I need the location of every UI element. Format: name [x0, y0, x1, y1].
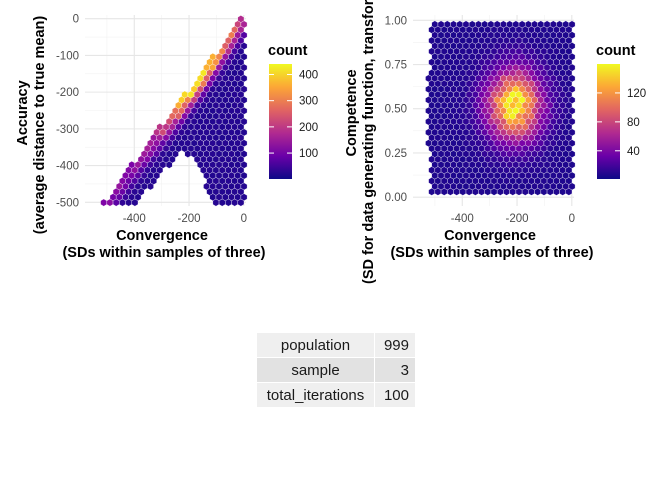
legend-tick-label: 100	[299, 148, 318, 160]
hexbin-cell	[534, 187, 542, 196]
legend-tick-label: 200	[299, 122, 318, 134]
hexbin-cell	[478, 187, 485, 196]
legend-tick-label: 120	[627, 88, 646, 100]
hexbin-cell	[472, 187, 479, 196]
hexbin-cell	[497, 187, 504, 196]
hexbin-cell	[434, 187, 442, 196]
hexbin-cell	[484, 187, 492, 196]
competence-x-title-line1: Convergence	[444, 228, 536, 244]
accuracy-legend-colorbar	[269, 64, 292, 179]
hexbin-cell	[440, 187, 448, 196]
y-tick-label: 0	[73, 14, 79, 26]
y-tick-label: 0.25	[385, 148, 407, 160]
hexbin-cell	[147, 182, 154, 191]
accuracy-x-tick-labels: -400 -200 0	[123, 213, 247, 225]
hexbin-cell	[453, 187, 460, 196]
hexbin-cell	[447, 187, 454, 196]
accuracy-plot: 0 -100 -200 -300 -400 -500 -400 -200 0 Converge…	[15, 14, 318, 261]
table-cell-name: sample	[256, 357, 375, 383]
hexbin-cell	[503, 187, 510, 196]
accuracy-x-title-line1: Convergence	[116, 228, 208, 244]
competence-y-tick-labels: 0.00 0.25 0.50 0.75 1.00	[385, 15, 407, 204]
table-cell-name: population	[256, 332, 375, 358]
competence-y-title-line2: (SD for data generating function, transf…	[361, 0, 377, 284]
hexbin-cell	[515, 187, 523, 196]
hexbin-cell	[559, 187, 566, 196]
hexbin-cell	[125, 198, 132, 207]
x-tick-label: -400	[123, 213, 146, 225]
competence-legend: count 40 80 120	[596, 43, 646, 179]
accuracy-y-title-line2: (average distance to true mean)	[32, 16, 48, 235]
table-row: population 999	[256, 332, 416, 358]
table-cell-value: 999	[374, 332, 416, 358]
y-tick-label: 1.00	[385, 15, 407, 27]
competence-legend-title: count	[596, 43, 636, 59]
accuracy-legend-title: count	[268, 43, 308, 59]
hexbin-cell	[528, 187, 535, 196]
hexbin-cell	[509, 187, 517, 196]
hexbin-cell	[553, 187, 560, 196]
x-tick-label: -200	[506, 213, 529, 225]
table-row: sample 3	[256, 357, 416, 383]
competence-legend-colorbar	[597, 64, 620, 179]
y-tick-label: -500	[56, 197, 79, 209]
accuracy-legend: count 100 200 300 400	[268, 43, 318, 179]
hexbin-cell	[106, 198, 114, 207]
y-tick-label: 0.00	[385, 192, 407, 204]
hexbin-cell	[521, 187, 529, 196]
hexbin-cell	[184, 150, 192, 158]
legend-tick-label: 300	[299, 96, 318, 108]
accuracy-x-title-line2: (SDs within samples of three)	[62, 245, 265, 261]
competence-y-title-line1: Competence	[344, 69, 360, 156]
hexbin-cell	[428, 187, 435, 196]
competence-plot: 0.00 0.25 0.50 0.75 1.00 -400 -200 0 Convergen…	[344, 0, 646, 284]
hexbin-cell	[131, 198, 139, 207]
legend-tick-label: 40	[627, 146, 640, 158]
accuracy-y-tick-labels: 0 -100 -200 -300 -400 -500	[56, 14, 79, 210]
competence-x-tick-labels: -400 -200 0	[451, 213, 575, 225]
legend-tick-label: 80	[627, 117, 640, 129]
y-tick-label: -100	[56, 50, 79, 62]
hexbin-cell	[459, 187, 467, 196]
hexbin-cell	[565, 187, 573, 196]
x-tick-label: -400	[451, 213, 474, 225]
hexbin-cell	[546, 187, 554, 196]
accuracy-legend-ticks: 100 200 300 400	[269, 69, 318, 160]
hexbin-cell	[465, 187, 473, 196]
hexbin-cell	[119, 198, 126, 207]
table-row: total_iterations 100	[256, 382, 416, 408]
hexbin-cell	[112, 198, 120, 207]
hexbin-cell	[218, 198, 226, 207]
x-tick-label: 0	[241, 213, 247, 225]
y-tick-label: 0.75	[385, 60, 407, 72]
y-tick-label: -400	[56, 161, 79, 173]
table-cell-name: total_iterations	[256, 382, 375, 408]
hexbin-cell	[540, 187, 548, 196]
hexbin-cell	[100, 198, 107, 207]
accuracy-hexbins	[100, 15, 248, 207]
parameters-table: population 999 sample 3 total_iterations…	[256, 332, 416, 408]
hexbin-cell	[212, 198, 220, 207]
table-cell-value: 3	[374, 357, 416, 383]
hexbin-cell	[490, 187, 498, 196]
hexbin-cell	[237, 198, 245, 207]
hexbin-cell	[231, 198, 238, 207]
hexbin-cell	[225, 198, 232, 207]
table-cell-value: 100	[374, 382, 416, 408]
hexbin-cell	[165, 160, 173, 169]
y-tick-label: -300	[56, 124, 79, 136]
accuracy-y-title-line1: Accuracy	[15, 80, 31, 145]
competence-legend-ticks: 40 80 120	[597, 88, 646, 158]
y-tick-label: -200	[56, 87, 79, 99]
legend-tick-label: 400	[299, 69, 318, 81]
competence-x-title-line2: (SDs within samples of three)	[390, 245, 593, 261]
competence-hexbins	[425, 20, 576, 196]
x-tick-label: -200	[178, 213, 201, 225]
y-tick-label: 0.50	[385, 104, 407, 116]
x-tick-label: 0	[569, 213, 575, 225]
